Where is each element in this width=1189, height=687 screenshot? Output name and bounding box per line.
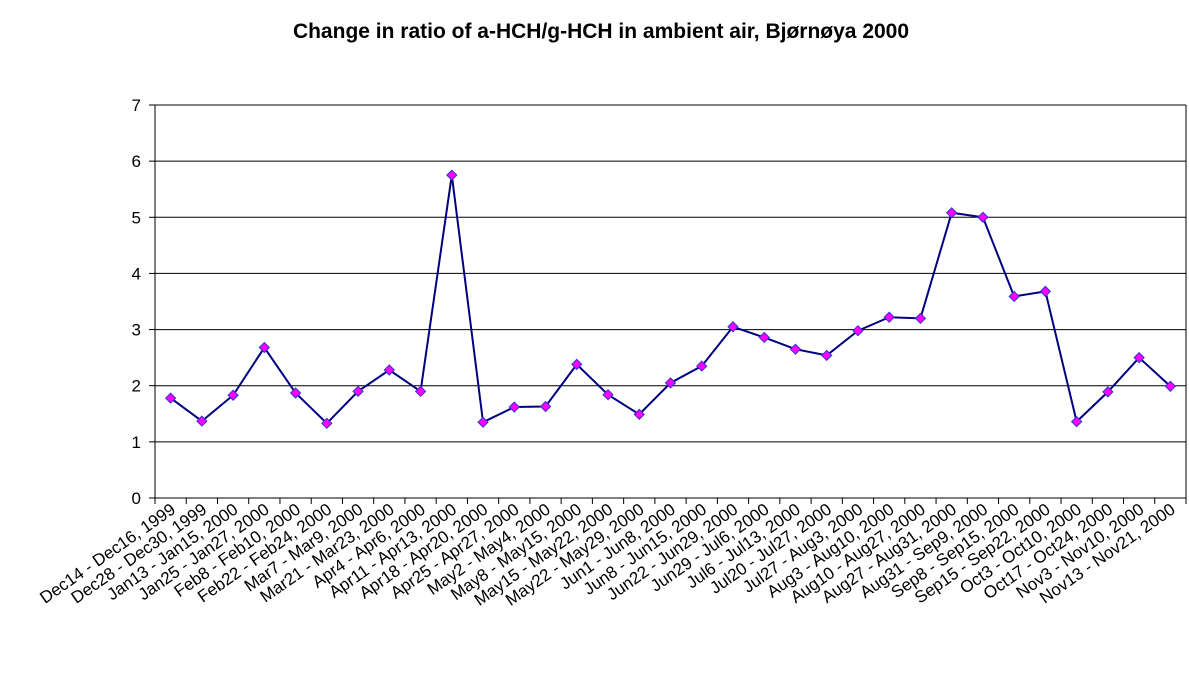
marker <box>789 343 802 355</box>
marker <box>945 207 958 219</box>
marker <box>1070 415 1083 428</box>
marker <box>164 392 177 404</box>
marker <box>852 324 864 337</box>
marker <box>1164 380 1177 392</box>
marker <box>383 364 396 376</box>
marker <box>977 211 989 223</box>
y-tick-label: 4 <box>132 264 141 283</box>
marker <box>508 401 520 413</box>
marker <box>633 408 645 421</box>
marker <box>1008 290 1020 303</box>
marker <box>914 312 927 325</box>
marker <box>352 385 364 398</box>
marker <box>227 389 239 401</box>
marker <box>727 321 739 333</box>
y-tick-label: 2 <box>132 377 141 396</box>
marker <box>321 417 333 430</box>
marker <box>414 385 427 398</box>
marker <box>258 341 271 354</box>
marker <box>1133 351 1145 364</box>
y-tick-label: 6 <box>132 152 141 171</box>
marker <box>821 349 833 362</box>
y-tick-label: 7 <box>132 96 141 115</box>
marker <box>196 415 208 427</box>
marker <box>602 388 614 401</box>
marker <box>446 169 458 181</box>
marker <box>758 331 770 344</box>
y-tick-label: 3 <box>132 321 141 340</box>
marker <box>883 311 895 323</box>
marker <box>1102 386 1114 398</box>
marker <box>1039 285 1052 298</box>
marker <box>664 377 677 389</box>
marker <box>571 358 583 371</box>
marker <box>696 360 708 372</box>
marker <box>539 400 552 413</box>
y-tick-label: 5 <box>132 208 141 227</box>
y-tick-label: 0 <box>132 489 141 508</box>
marker <box>477 416 489 428</box>
y-tick-label: 1 <box>132 433 141 452</box>
marker <box>289 387 302 399</box>
chart-title: Change in ratio of a-HCH/g-HCH in ambien… <box>293 20 909 43</box>
